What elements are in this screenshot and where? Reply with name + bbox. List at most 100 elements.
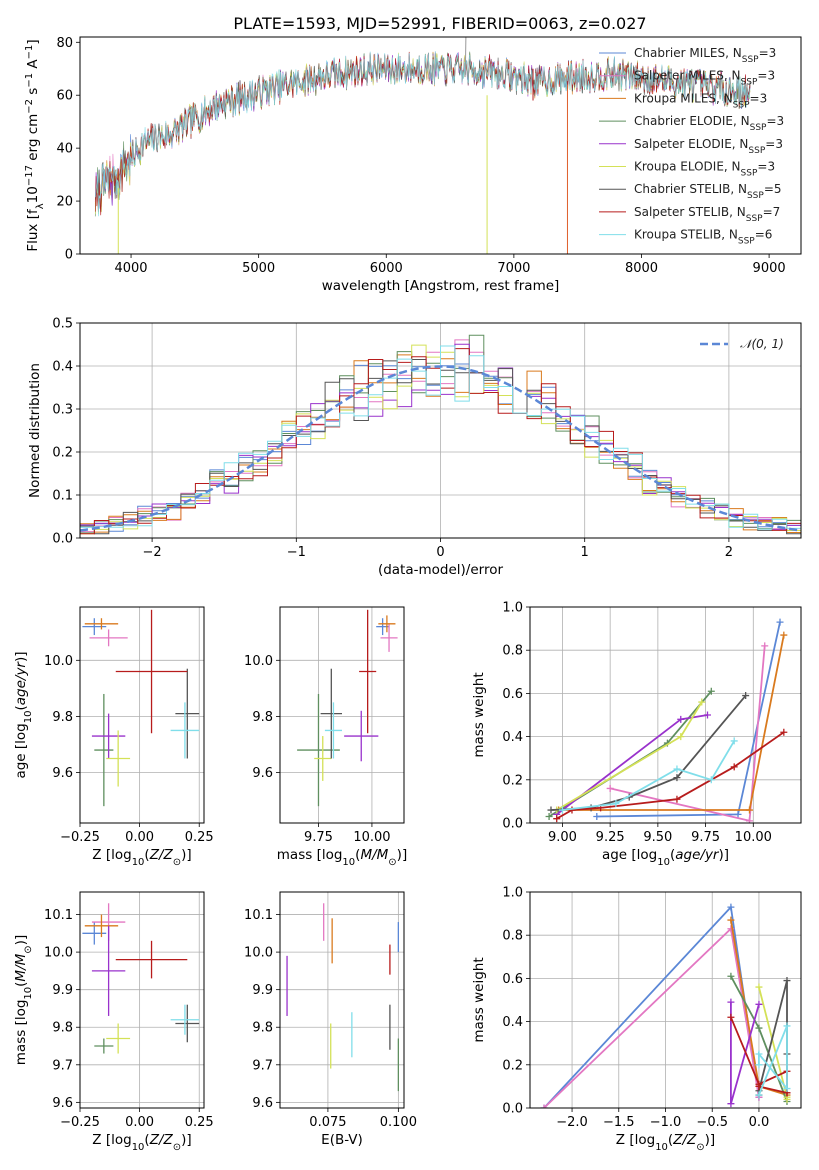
- x-axis-label-part: (data-model)/error: [378, 562, 504, 578]
- x-tick-label: −0.5: [696, 1115, 728, 1130]
- legend-model-name: Chabrier STELIB, N: [634, 182, 747, 196]
- x-axis-label: wavelength [Angstrom, rest frame]: [322, 278, 560, 294]
- x-axis-label-part: 10: [655, 1142, 668, 1153]
- legend-nssp: =3: [759, 46, 777, 60]
- legend-nssp: =3: [765, 137, 783, 151]
- weight-marker: [783, 1022, 791, 1030]
- x-axis-label-part: (: [144, 1132, 149, 1148]
- weight-marker: [727, 916, 735, 924]
- y-axis-label-part: −2: [24, 99, 35, 114]
- x-tick-label: 9000: [753, 261, 786, 276]
- weight-marker: [780, 728, 788, 736]
- x-tick-label: −1.0: [650, 1115, 682, 1130]
- weight-marker: [707, 776, 715, 784]
- error-bar-point: [91, 713, 126, 759]
- x-axis-label: age [log10(age/yr)]: [602, 847, 729, 868]
- axes-frame: [79, 606, 205, 824]
- y-tick-label: 0.2: [52, 446, 73, 461]
- histogram-series: [80, 334, 801, 535]
- legend-model-name: Kroupa ELODIE, N: [634, 160, 741, 174]
- legend-gaussian-label: 𝒩(0, 1): [740, 337, 784, 351]
- x-axis-label: Z [log10(Z/Z⊙)]: [92, 847, 191, 868]
- weight-marker: [755, 1024, 763, 1032]
- weight-marker: [547, 806, 555, 814]
- weight-series: [540, 903, 791, 1108]
- y-tick-label: 9.7: [52, 1058, 73, 1073]
- mass-vs-metallicity-panel: −0.25 0.00 0.259.69.79.89.910.010.1Z [log1…: [13, 891, 214, 1153]
- error-bar-point: [380, 623, 398, 652]
- y-tick-label: 9.6: [52, 1096, 73, 1111]
- weight-marker: [783, 1085, 791, 1093]
- x-tick-label: 9.50: [643, 830, 672, 845]
- y-tick-label: 9.6: [52, 766, 73, 781]
- weight-line-salpeter-stelib: [556, 731, 785, 820]
- x-tick-label: 0.00: [125, 1115, 154, 1130]
- x-tick-label: 4000: [114, 261, 147, 276]
- figure-title: PLATE=1593, MJD=52991, FIBERID=0063, z=0…: [233, 14, 646, 33]
- legend-nssp: =6: [755, 228, 773, 242]
- x-tick-label: 8000: [625, 261, 658, 276]
- legend-model-name: Chabrier ELODIE, N: [634, 114, 750, 128]
- weight-marker: [707, 687, 715, 695]
- weight-line-chabrier-stelib: [550, 695, 747, 811]
- weight-marker: [727, 972, 735, 980]
- y-tick-label: 0.6: [502, 972, 523, 987]
- weight-marker: [727, 998, 735, 1006]
- y-tick-label: 0.0: [502, 817, 523, 832]
- legend-subscript: SSP: [750, 123, 767, 133]
- x-axis-label-part: ⊙: [388, 857, 396, 868]
- error-bar-point: [170, 702, 200, 759]
- mass-vs-ebv-panel: 0.075 0.100 9.6 9.7 9.8 9.9 10.0 10.1 E(B-V): [244, 891, 417, 1148]
- y-tick-label: 0.4: [502, 1015, 523, 1030]
- y-axis-label-part: −1: [24, 45, 35, 60]
- weight-series: [545, 618, 788, 823]
- y-axis-label-part: (: [13, 982, 29, 987]
- x-axis-label-part: (: [355, 847, 360, 863]
- residual-histogram-panel: −2 −1 0 1 2 0.0 0.1 0.2 0.3 0.4 0.5 (data-model)/er…: [27, 317, 802, 578]
- legend-entry: Kroupa STELIB, NSSP=6: [634, 228, 772, 247]
- y-axis-label-part: Flux [f: [25, 208, 41, 252]
- weight-marker: [745, 806, 753, 814]
- error-bar-point: [89, 629, 128, 647]
- x-tick-label: 9.00: [548, 830, 577, 845]
- weight-marker: [698, 698, 706, 706]
- error-bar-point: [106, 1023, 131, 1054]
- y-tick-label: 60: [56, 89, 73, 104]
- weight-marker: [673, 795, 681, 803]
- error-bar-point: [170, 1004, 200, 1035]
- x-axis-label-part: wavelength [Angstrom, rest frame]: [322, 278, 560, 294]
- y-axis-label-part: λ: [35, 203, 46, 209]
- x-axis-label: Z [log10(Z/Z⊙)]: [616, 1132, 715, 1153]
- x-tick-label: 9.75: [691, 830, 720, 845]
- legend-nssp: =5: [764, 182, 782, 196]
- legend-model-name: Kroupa MILES, N: [634, 91, 733, 105]
- weight-marker: [776, 618, 784, 626]
- x-tick-label: 6000: [370, 261, 403, 276]
- legend-model-name: Salpeter ELODIE, N: [634, 137, 748, 151]
- legend-entry: Chabrier STELIB, NSSP=5: [634, 182, 782, 201]
- x-axis-label-part: 10: [132, 1142, 145, 1153]
- x-tick-label: −2.0: [556, 1115, 588, 1130]
- y-tick-label: 0: [65, 248, 73, 263]
- y-tick-label: 0.1: [52, 489, 73, 504]
- weight-marker: [677, 733, 685, 741]
- weight-marker: [727, 1013, 735, 1021]
- y-tick-label: 9.9: [52, 983, 73, 998]
- legend-subscript: SSP: [741, 78, 758, 88]
- x-axis-label-part: )]: [397, 847, 408, 863]
- weight-marker: [761, 642, 769, 650]
- weight-marker: [755, 1050, 763, 1058]
- x-axis-label-part: Z [log: [616, 1132, 655, 1148]
- y-axis-label-part: erg cm: [25, 114, 41, 165]
- weight-marker: [755, 1082, 763, 1090]
- weight-vs-metallicity-panel: −2.0 −1.5 −1.0 −0.5 0.0 0.0 0.2 0.4 0.6 0.8 1.0 Z […: [471, 886, 802, 1153]
- x-axis-label-part: Z/Z: [149, 847, 174, 863]
- weight-marker: [540, 1104, 548, 1108]
- y-tick-label: 10.0: [44, 654, 73, 669]
- error-bar-point: [91, 925, 126, 1016]
- error-bar-point: [314, 736, 332, 781]
- x-axis-label-part: mass [log: [277, 847, 343, 863]
- x-tick-label: −1.5: [603, 1115, 635, 1130]
- x-axis-label-part: Z [log: [92, 1132, 131, 1148]
- y-axis-label-part: 10: [23, 711, 34, 724]
